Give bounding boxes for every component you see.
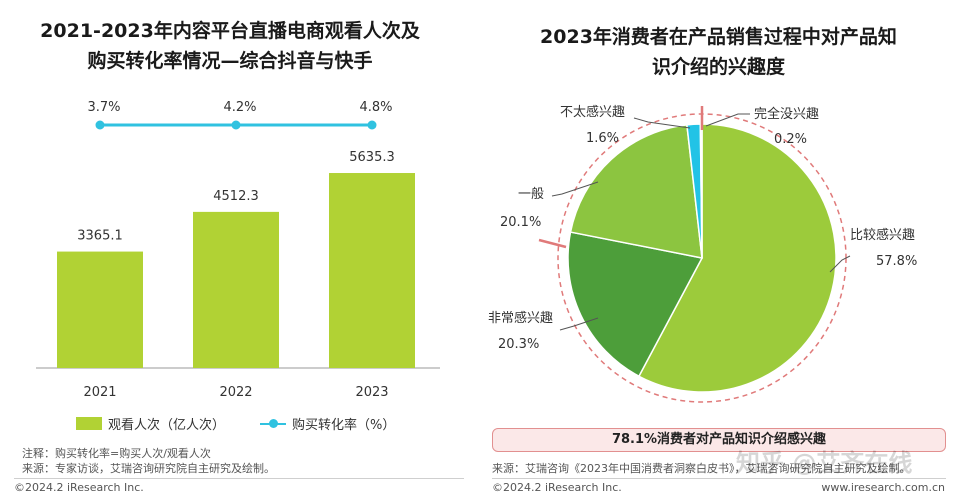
slice-label-2: 非常感兴趣 xyxy=(488,310,553,326)
right-title-line2: 识介绍的兴趣度 xyxy=(651,56,785,78)
slice-label-3: 一般 xyxy=(518,186,544,202)
pie-slice-2 xyxy=(567,231,704,378)
legend-line: 购买转化率（%） xyxy=(260,414,395,433)
leader-line-5 xyxy=(705,113,750,127)
pie-slice-1 xyxy=(637,123,837,393)
bar-line-chart: 3365.1 2021 4512.3 2022 5635.3 2023 3.7% 4.2% 4.… xyxy=(36,100,440,400)
slice-value-3: 20.1% xyxy=(500,215,541,230)
chart-note: 注释：购买转化率=购买人次/观看人次 xyxy=(22,447,211,460)
bar-2023 xyxy=(329,173,415,368)
right-chart-panel: 2023年消费者在产品销售过程中对产品知 识介绍的兴趣度 比较感兴趣 57.8% 非… xyxy=(478,0,959,500)
right-footer-right: www.iresearch.com.cn xyxy=(821,481,945,494)
x-tick-label-2021: 2021 xyxy=(83,385,116,400)
bar-value-label-2021: 3365.1 xyxy=(77,229,123,244)
bar-2021 xyxy=(57,251,143,368)
interest-callout: 78.1%消费者对产品知识介绍感兴趣 xyxy=(492,428,946,452)
right-source: 来源：艾瑞咨询《2023年中国消费者洞察白皮书》，艾瑞咨询研究院自主研究及绘制。 xyxy=(492,462,911,475)
legend-bars-label: 观看人次（亿人次） xyxy=(108,418,226,433)
conversion-rate-point-2023 xyxy=(367,120,377,130)
conversion-rate-point-2021 xyxy=(95,120,105,130)
slice-label-1: 比较感兴趣 xyxy=(850,227,915,243)
legend-line-swatch xyxy=(260,417,286,430)
legend-bar-swatch xyxy=(76,417,102,430)
leader-line-4 xyxy=(633,117,691,129)
slice-label-5: 完全没兴趣 xyxy=(754,106,819,122)
right-chart-title: 2023年消费者在产品销售过程中对产品知 识介绍的兴趣度 xyxy=(478,22,959,82)
slice-value-2: 20.3% xyxy=(498,337,539,352)
conversion-rate-label-2023: 4.8% xyxy=(359,100,392,115)
legend-line-label: 购买转化率（%） xyxy=(292,418,396,433)
slice-value-5: 0.2% xyxy=(774,132,807,147)
slice-label-4: 不太感兴趣 xyxy=(560,104,625,120)
legend-bars: 观看人次（亿人次） xyxy=(76,414,225,433)
left-footer-divider xyxy=(14,478,464,479)
right-footer-left: ©2024.2 iResearch Inc. xyxy=(492,481,622,494)
right-footer-divider xyxy=(492,478,946,479)
conversion-rate-label-2022: 4.2% xyxy=(223,100,256,115)
left-title-line1: 2021-2023年内容平台直播电商观看人次及 xyxy=(40,20,420,42)
left-footer: ©2024.2 iResearch Inc. xyxy=(14,481,144,494)
conversion-rate-point-2022 xyxy=(231,120,241,130)
separator-tick-left xyxy=(538,238,567,249)
pie-chart: 比较感兴趣 57.8% 非常感兴趣 20.3% 一般 20.1% 不太感兴趣 1.6% 完全没兴… xyxy=(488,104,917,403)
bar-2022 xyxy=(193,211,279,368)
x-tick-label-2022: 2022 xyxy=(219,385,252,400)
slice-value-4: 1.6% xyxy=(586,131,619,146)
leader-line-3 xyxy=(551,181,599,197)
left-source: 来源：专家访谈，艾瑞咨询研究院自主研究及绘制。 xyxy=(22,462,275,475)
left-chart-title: 2021-2023年内容平台直播电商观看人次及 购买转化率情况—综合抖音与快手 xyxy=(0,16,460,76)
left-title-line2: 购买转化率情况—综合抖音与快手 xyxy=(87,50,373,72)
leader-line-1 xyxy=(829,255,851,273)
bar-value-label-2022: 4512.3 xyxy=(213,189,259,204)
watermark: 知乎 @艾齐在线 xyxy=(736,449,913,477)
pie-slice-3 xyxy=(569,124,703,259)
left-chart-panel: 2021-2023年内容平台直播电商观看人次及 购买转化率情况—综合抖音与快手 … xyxy=(0,0,478,500)
x-tick-label-2023: 2023 xyxy=(355,385,388,400)
right-title-line1: 2023年消费者在产品销售过程中对产品知 xyxy=(540,26,897,48)
slice-value-1: 57.8% xyxy=(876,254,917,269)
bar-value-label-2023: 5635.3 xyxy=(349,150,395,165)
leader-line-2 xyxy=(559,317,599,331)
conversion-rate-label-2021: 3.7% xyxy=(87,100,120,115)
